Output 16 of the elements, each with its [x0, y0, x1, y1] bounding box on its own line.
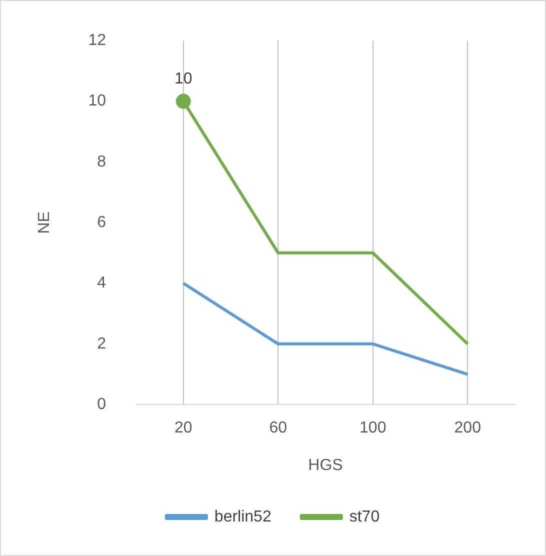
- y-axis-title: NE: [36, 211, 54, 234]
- x-axis-title: HGS: [308, 456, 343, 474]
- x-tick-label: 100: [360, 420, 386, 437]
- legend-label: st70: [349, 508, 380, 526]
- x-tick-label: 20: [174, 420, 192, 437]
- y-tick-label: 10: [88, 92, 106, 110]
- y-tick-label: 12: [88, 32, 106, 50]
- y-tick-label: 0: [97, 396, 106, 414]
- data-label: 10: [174, 70, 192, 88]
- y-tick-label: 8: [97, 153, 106, 170]
- x-tick-label: 200: [454, 420, 482, 437]
- legend-label: berlin52: [214, 508, 272, 526]
- y-tick-label: 6: [97, 214, 106, 232]
- x-tick-label: 60: [269, 420, 288, 437]
- y-tick-label: 2: [97, 335, 106, 352]
- y-tick-label: 4: [97, 274, 106, 292]
